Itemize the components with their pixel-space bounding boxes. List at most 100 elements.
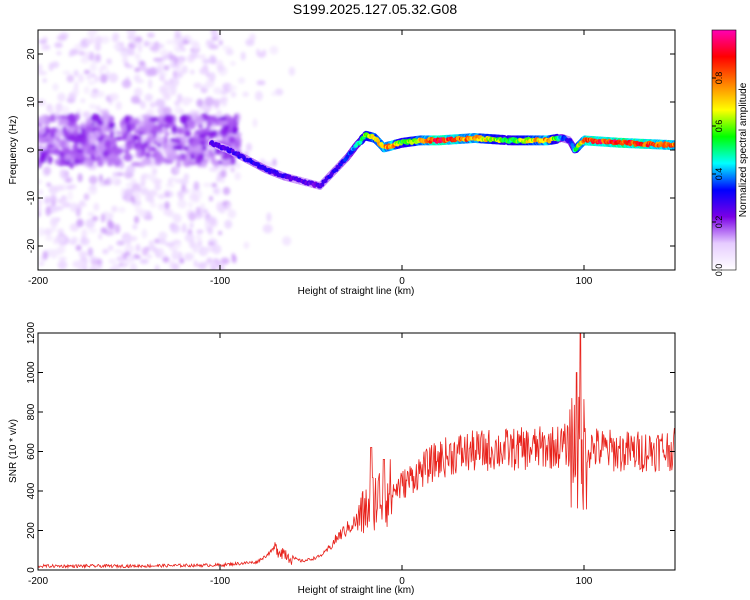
spectral-blob	[163, 65, 170, 71]
y-tick-label: 1000	[26, 361, 37, 384]
spectral-blob	[55, 102, 63, 113]
spectral-blob	[184, 252, 194, 261]
spectral-blob	[147, 32, 155, 38]
spectral-blob	[174, 105, 182, 115]
spectral-blob	[56, 51, 62, 56]
colorbar-tick-label: 0.8	[714, 72, 724, 85]
spectral-blob	[158, 238, 167, 245]
spectral-blob	[89, 265, 99, 270]
spectral-blob	[43, 166, 52, 176]
spectral-blob	[57, 228, 64, 235]
figure-title: S199.2025.127.05.32.G08	[293, 1, 457, 17]
spectral-blob	[43, 228, 52, 236]
spectral-blob	[95, 105, 101, 112]
spectral-blob	[143, 40, 150, 47]
spectral-blob	[77, 73, 84, 83]
spectral-blob	[220, 178, 225, 183]
spectral-blob	[110, 176, 118, 183]
spectral-blob	[106, 58, 112, 65]
spectral-blob	[134, 53, 141, 60]
spectral-blob	[191, 140, 197, 147]
spectral-blob	[71, 135, 77, 143]
spectral-blob	[189, 40, 199, 47]
spectral-blob	[38, 153, 47, 164]
spectral-blob	[45, 235, 54, 241]
spectral-blob	[154, 264, 160, 270]
spectral-blob	[233, 113, 239, 121]
spectral-blob	[103, 179, 109, 185]
x-tick-label: -100	[210, 576, 230, 587]
spectral-blob	[221, 161, 230, 167]
spectral-blob	[96, 90, 105, 98]
spectral-blob	[165, 183, 175, 188]
spectral-blob	[136, 126, 145, 132]
spectral-blob	[157, 115, 165, 126]
spectral-blob	[86, 148, 96, 155]
spectral-blob	[108, 72, 119, 83]
snr-series	[38, 333, 675, 570]
spectral-blob	[288, 66, 296, 76]
spectral-blob	[123, 153, 133, 162]
spectral-blob	[51, 61, 60, 69]
spectral-blob	[81, 228, 88, 238]
spectral-blob	[44, 196, 51, 205]
spectral-blob	[193, 131, 198, 140]
spectral-blob	[224, 219, 233, 229]
spectral-blob	[195, 206, 202, 216]
spectral-blob	[93, 202, 100, 212]
spectral-blob	[208, 241, 215, 246]
spectral-blob	[196, 98, 204, 108]
spectral-blob	[86, 74, 92, 80]
spectral-blob	[174, 166, 179, 174]
x-tick-label: -100	[210, 276, 230, 287]
spectral-blob	[42, 78, 48, 83]
spectral-blob	[232, 125, 239, 135]
spectral-blob	[144, 93, 153, 102]
spectral-blob	[195, 233, 202, 242]
spectral-blob	[128, 35, 138, 40]
y-tick-label: 200	[26, 522, 37, 539]
spectral-blob	[38, 179, 43, 185]
x-tick-label: -200	[28, 276, 48, 287]
spectral-blob	[220, 169, 227, 179]
spectral-blob	[116, 240, 125, 246]
spectral-blob	[130, 262, 137, 270]
spectral-blob	[74, 112, 81, 121]
spectral-blob	[129, 122, 137, 131]
spectral-blob	[143, 141, 149, 148]
spectral-blob	[71, 236, 78, 245]
spectral-blob	[243, 241, 250, 249]
spectral-blob	[58, 198, 68, 205]
spectral-blob	[199, 67, 210, 75]
spectral-blob	[181, 182, 186, 192]
spectral-blob	[61, 147, 71, 156]
spectral-blob	[73, 69, 79, 77]
spectral-blob	[139, 151, 145, 157]
spectral-blob	[272, 158, 277, 167]
spectral-blob	[233, 141, 242, 150]
spectral-blob	[189, 192, 198, 202]
spectral-blob	[57, 92, 66, 102]
spectral-blob	[56, 128, 63, 138]
spectral-blob	[177, 93, 183, 103]
colorbar-ticks: 0.0 0.2 0.4 0.6 0.8	[712, 72, 724, 276]
spectral-blob	[209, 129, 218, 138]
spectral-blob	[142, 126, 148, 134]
spectral-blob	[216, 64, 225, 72]
spectral-blob	[135, 74, 140, 80]
spectral-blob	[173, 213, 182, 223]
spectral-blob	[126, 164, 136, 174]
spectral-blob	[67, 190, 73, 201]
spectral-blob	[58, 245, 66, 254]
spectral-blob	[80, 98, 86, 103]
spectral-blob	[78, 251, 88, 258]
spectral-blob	[208, 44, 219, 50]
y-tick-label: 0	[26, 567, 37, 573]
spectral-blob	[220, 96, 228, 102]
spectral-blob	[200, 203, 205, 211]
spectral-blob	[82, 111, 91, 119]
spectral-blob	[132, 135, 140, 140]
spectral-blob	[158, 231, 168, 240]
spectral-blob	[211, 182, 218, 188]
